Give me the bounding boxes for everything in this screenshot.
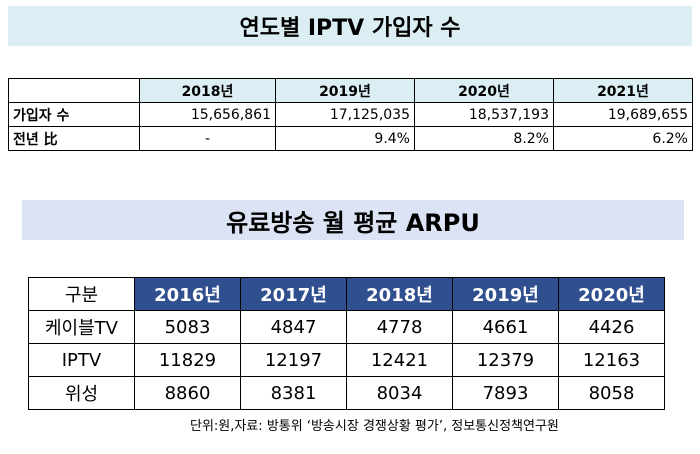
row-label-cable: 케이블TV — [28, 310, 135, 344]
table-cell: 8034 — [346, 376, 453, 410]
table-cell: 12163 — [558, 343, 665, 377]
table-cell: - — [139, 126, 276, 151]
table-row: 위성 8860 8381 8034 7893 8058 — [28, 376, 665, 410]
table-row: 케이블TV 5083 4847 4778 4661 4426 — [28, 310, 665, 344]
iptv-subscribers-table: 2018년 2019년 2020년 2021년 가입자 수 15,656,861… — [8, 78, 693, 151]
table-cell: 4778 — [346, 310, 453, 344]
table-cell: 4426 — [558, 310, 665, 344]
header-2017: 2017년 — [240, 277, 347, 311]
table-cell: 8058 — [558, 376, 665, 410]
header-2016: 2016년 — [134, 277, 241, 311]
table-header-row: 구분 2016년 2017년 2018년 2019년 2020년 — [28, 277, 665, 311]
header-2018: 2018년 — [139, 78, 276, 103]
header-2018: 2018년 — [346, 277, 453, 311]
table-cell: 12421 — [346, 343, 453, 377]
header-2020: 2020년 — [414, 78, 554, 103]
source-footnote: 단위:원,자료: 방통위 ‘방송시장 경쟁상황 평가’, 정보통신정책연구원 — [190, 419, 559, 434]
table-cell: 6.2% — [553, 126, 693, 151]
table-cell: 17,125,035 — [275, 102, 415, 127]
header-2019: 2019년 — [275, 78, 415, 103]
header-category: 구분 — [28, 277, 135, 311]
header-2019: 2019년 — [452, 277, 559, 311]
arpu-table: 구분 2016년 2017년 2018년 2019년 2020년 케이블TV 5… — [28, 277, 665, 410]
table-cell: 7893 — [452, 376, 559, 410]
table-cell: 11829 — [134, 343, 241, 377]
header-2020: 2020년 — [558, 277, 665, 311]
header-2021: 2021년 — [553, 78, 693, 103]
row-label-subscribers: 가입자 수 — [8, 102, 140, 127]
row-label-satellite: 위성 — [28, 376, 135, 410]
table-row: IPTV 11829 12197 12421 12379 12163 — [28, 343, 665, 377]
table-cell: 8860 — [134, 376, 241, 410]
table-cell: 12197 — [240, 343, 347, 377]
table-cell: 19,689,655 — [553, 102, 693, 127]
table-header-row: 2018년 2019년 2020년 2021년 — [8, 78, 693, 103]
table-cell: 15,656,861 — [139, 102, 276, 127]
table-row: 가입자 수 15,656,861 17,125,035 18,537,193 1… — [8, 102, 693, 127]
table-cell: 8.2% — [414, 126, 554, 151]
table-cell: 5083 — [134, 310, 241, 344]
row-label-yoy: 전년 比 — [8, 126, 140, 151]
table-row: 전년 比 - 9.4% 8.2% 6.2% — [8, 126, 693, 151]
table-cell: 4661 — [452, 310, 559, 344]
table-cell: 4847 — [240, 310, 347, 344]
table-cell: 12379 — [452, 343, 559, 377]
table-cell: 9.4% — [275, 126, 415, 151]
iptv-subscribers-title: 연도별 IPTV 가입자 수 — [8, 6, 692, 46]
table-cell: 18,537,193 — [414, 102, 554, 127]
table-cell: 8381 — [240, 376, 347, 410]
arpu-title: 유료방송 월 평균 ARPU — [22, 200, 684, 240]
row-label-iptv: IPTV — [28, 343, 135, 377]
header-corner — [8, 78, 140, 103]
